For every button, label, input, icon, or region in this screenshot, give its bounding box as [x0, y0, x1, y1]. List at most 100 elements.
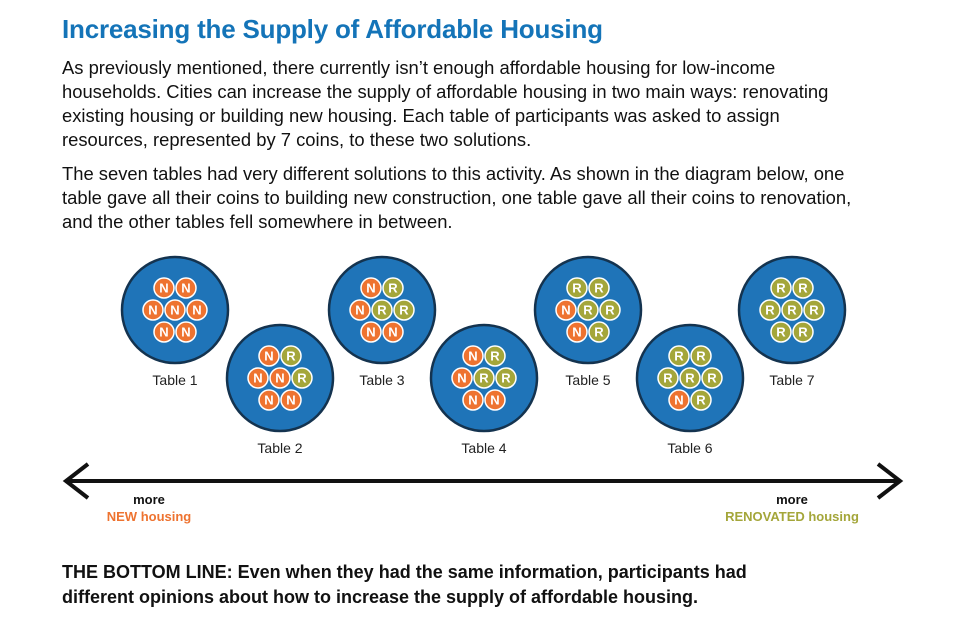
coin-letter: R [787, 303, 797, 318]
new-housing-coin [175, 277, 197, 299]
coin-letter: R [594, 281, 604, 296]
arrow-label-new-housing: NEW housing [106, 509, 192, 524]
renovated-housing-coin [371, 299, 393, 321]
bottom-line-statement: THE BOTTOM LINE: Even when they had the … [62, 560, 942, 610]
renovated-housing-coin [588, 277, 610, 299]
coin-letter: R [388, 281, 398, 296]
coin-letter: N [181, 325, 190, 340]
coin-letter: R [501, 371, 511, 386]
intro-line: existing housing or building new housing… [62, 105, 780, 126]
results-line: The seven tables had very different solu… [62, 163, 845, 184]
coin-letter: N [148, 303, 157, 318]
coin-letter: N [192, 303, 201, 318]
renovated-housing-coin [690, 389, 712, 411]
renovated-housing-coin [781, 299, 803, 321]
renovated-housing-coin [484, 345, 506, 367]
renovated-housing-coin [792, 277, 814, 299]
results-paragraph: The seven tables had very different solu… [62, 162, 922, 234]
coin-letter: R [696, 393, 706, 408]
new-housing-coin [462, 389, 484, 411]
new-housing-coin [668, 389, 690, 411]
bottom-line-text: THE BOTTOM LINE: Even when they had the … [62, 562, 747, 582]
new-housing-coin [360, 321, 382, 343]
coin-letter: R [663, 371, 673, 386]
coin-letter: N [286, 393, 295, 408]
renovated-housing-coin [473, 367, 495, 389]
new-housing-coin [484, 389, 506, 411]
coin-letter: R [479, 371, 489, 386]
coin-letter: N [457, 371, 466, 386]
coin-letter: N [366, 325, 375, 340]
coin-letter: R [583, 303, 593, 318]
coin-letter: N [181, 281, 190, 296]
renovated-housing-coin [679, 367, 701, 389]
coin-letter: R [776, 325, 786, 340]
coin-letter: R [809, 303, 819, 318]
renovated-housing-coin [657, 367, 679, 389]
bottom-line-text: different opinions about how to increase… [62, 587, 699, 607]
new-housing-coin [566, 321, 588, 343]
coin-letter: N [264, 349, 273, 364]
renovated-housing-coin [291, 367, 313, 389]
coin-letter: N [275, 371, 284, 386]
arrow-label-more: more [133, 492, 165, 507]
renovated-housing-coin [577, 299, 599, 321]
coin-letter: N [264, 393, 273, 408]
new-housing-coin [153, 321, 175, 343]
new-housing-coin [153, 277, 175, 299]
new-housing-coin [186, 299, 208, 321]
renovated-housing-coin [690, 345, 712, 367]
renovated-housing-coin [792, 321, 814, 343]
page-title: Increasing the Supply of Affordable Hous… [62, 14, 603, 44]
intro-line: resources, represented by 7 coins, to th… [62, 129, 532, 150]
renovated-housing-coin [770, 277, 792, 299]
spectrum-arrow [62, 462, 904, 500]
coin-letter: R [685, 371, 695, 386]
results-line: table gave all their coins to building n… [62, 187, 852, 208]
coin-letter: R [765, 303, 775, 318]
renovated-housing-coin [701, 367, 723, 389]
coin-letter: N [159, 281, 168, 296]
coin-letter: N [468, 393, 477, 408]
coin-letter: R [286, 349, 296, 364]
new-housing-coin [555, 299, 577, 321]
arrow-label-new: more NEW housing [84, 491, 214, 525]
coin-letter: R [297, 371, 307, 386]
coin-letter: R [798, 281, 808, 296]
coin-letter: N [572, 325, 581, 340]
renovated-housing-coin [566, 277, 588, 299]
coin-letter: R [696, 349, 706, 364]
new-housing-coin [280, 389, 302, 411]
coin-letter: N [468, 349, 477, 364]
intro-line: As previously mentioned, there currently… [62, 57, 776, 78]
arrow-right-head-icon [876, 462, 904, 500]
arrow-left-head-icon [62, 462, 90, 500]
coin-letter: N [388, 325, 397, 340]
arrow-label-renovated-housing: RENOVATED housing [725, 509, 859, 524]
new-housing-coin [451, 367, 473, 389]
renovated-housing-coin [382, 277, 404, 299]
coin-letter: N [159, 325, 168, 340]
results-line: and the other tables fell somewhere in b… [62, 211, 453, 232]
coin-letter: R [377, 303, 387, 318]
coin-letter: N [561, 303, 570, 318]
coin-letter: R [605, 303, 615, 318]
new-housing-coin [382, 321, 404, 343]
renovated-housing-coin [393, 299, 415, 321]
coin-letter: N [490, 393, 499, 408]
table-label: Table 7 [769, 372, 814, 388]
renovated-housing-coin [668, 345, 690, 367]
renovated-housing-coin [770, 321, 792, 343]
new-housing-coin [142, 299, 164, 321]
new-housing-coin [360, 277, 382, 299]
coin-letter: R [572, 281, 582, 296]
arrow-label-more: more [776, 492, 808, 507]
new-housing-coin [258, 389, 280, 411]
table-label: Table 5 [565, 372, 610, 388]
